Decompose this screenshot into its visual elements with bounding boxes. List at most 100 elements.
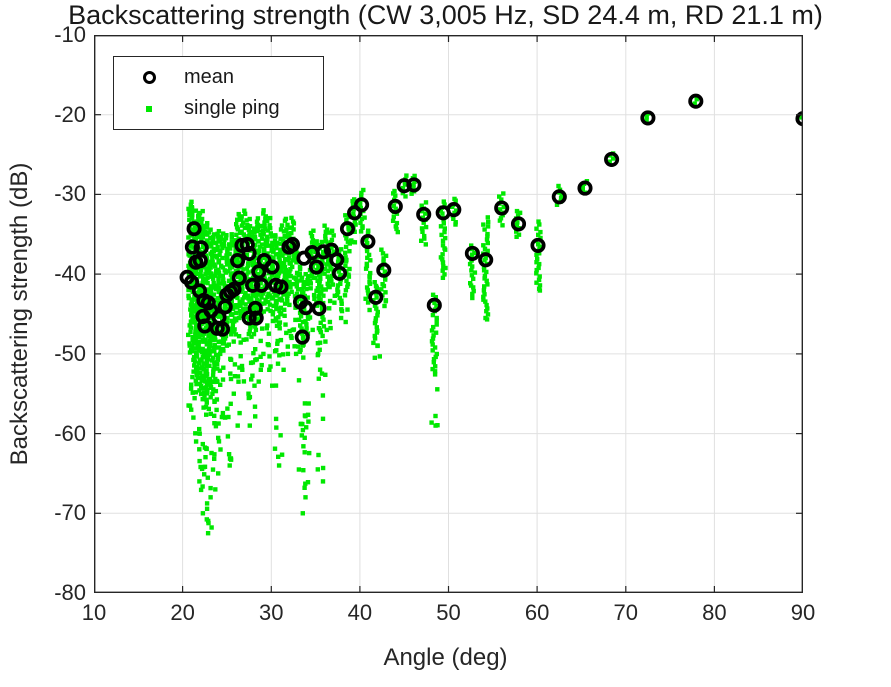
single-ping-dot (199, 466, 205, 472)
single-ping-dot (453, 198, 458, 203)
single-ping-dot (200, 333, 205, 338)
single-ping-dot (274, 306, 280, 311)
single-ping-dot (208, 495, 213, 500)
single-ping-dot (372, 336, 378, 341)
single-ping-dot (419, 209, 425, 214)
single-ping-dot (214, 397, 220, 402)
single-ping-dot (201, 316, 206, 321)
single-ping-dot (278, 227, 284, 232)
single-ping-dot (208, 334, 214, 340)
single-ping-dot (373, 316, 379, 321)
single-ping-dot (261, 228, 266, 233)
single-ping-dot (186, 235, 191, 240)
single-ping-dot (423, 224, 429, 230)
single-ping-dot (481, 268, 487, 273)
x-tick-label: 40 (347, 600, 373, 625)
single-ping-dot (215, 244, 220, 249)
single-ping-dot (364, 263, 370, 269)
single-ping-dot (252, 383, 257, 388)
single-ping-dot (277, 258, 282, 263)
single-ping-dot (364, 237, 369, 242)
single-ping-dot (358, 229, 364, 234)
single-ping-dot (188, 307, 193, 312)
mean-point (245, 277, 261, 293)
single-ping-dot (197, 381, 203, 387)
mean-point (298, 300, 314, 316)
single-ping-dot (443, 247, 448, 252)
single-ping-dot (193, 329, 198, 334)
single-ping-dot (186, 293, 191, 298)
y-tick-label: -60 (54, 420, 86, 446)
single-ping-dot (201, 265, 206, 270)
single-ping-dot (259, 223, 264, 229)
single-ping-dot (230, 321, 236, 326)
single-ping-dot (225, 248, 230, 254)
single-ping-dot (352, 229, 357, 234)
single-ping-dot (308, 281, 313, 286)
single-ping-dot (435, 387, 440, 392)
single-ping-dot (302, 401, 308, 406)
single-ping-dot (335, 283, 341, 288)
single-ping-dot (235, 374, 241, 379)
single-ping-dot (297, 266, 303, 271)
single-ping-dot (189, 199, 194, 204)
single-ping-dot (198, 313, 204, 318)
single-ping-dot (470, 264, 475, 269)
single-ping-dot (433, 364, 438, 369)
single-ping-dot (192, 294, 197, 299)
single-ping-dot (442, 272, 447, 277)
single-ping-dot (202, 472, 207, 477)
single-ping-dot (331, 233, 336, 238)
single-ping-dot (204, 326, 209, 331)
mean-point (510, 216, 527, 232)
single-ping-dot (323, 287, 328, 292)
single-ping-dot (209, 252, 215, 257)
single-ping-dot (357, 200, 363, 205)
single-ping-dot (256, 271, 261, 277)
single-ping-dot (338, 281, 343, 286)
single-ping-dot (482, 227, 487, 232)
single-ping-dot (353, 222, 358, 227)
single-ping-dot (644, 118, 649, 123)
single-ping-dot (253, 293, 259, 299)
single-ping-dot (371, 298, 376, 303)
single-ping-dot (208, 271, 214, 276)
single-ping-dot (199, 216, 205, 222)
single-ping-dot (300, 511, 305, 516)
single-ping-dot (483, 299, 488, 304)
single-ping-dot (469, 243, 474, 248)
single-ping-dot (200, 441, 205, 447)
single-ping-dot (301, 468, 306, 473)
single-ping-dot (229, 264, 235, 270)
single-ping-dot (211, 387, 216, 392)
single-ping-dot (234, 257, 240, 262)
single-ping-dot (300, 427, 306, 433)
single-ping-dot (197, 431, 202, 436)
single-ping-dot (381, 283, 387, 289)
single-ping-dot (440, 275, 446, 280)
mean-point (329, 252, 345, 268)
single-ping-dot (194, 307, 200, 313)
single-ping-dot (265, 251, 270, 256)
single-ping-dot (258, 354, 263, 359)
single-ping-dot (200, 484, 205, 489)
single-ping-dot (263, 297, 268, 302)
single-ping-dot (227, 463, 232, 468)
single-ping-dot (265, 323, 270, 328)
single-ping-dot (231, 304, 236, 309)
single-ping-dot (296, 344, 301, 349)
single-ping-dot (253, 237, 258, 242)
mean-point (264, 259, 280, 275)
single-ping-dot (472, 270, 478, 275)
single-ping-dot (231, 391, 236, 396)
single-ping-dot (607, 159, 612, 164)
single-ping-dot (294, 270, 300, 276)
single-ping-dot (212, 452, 217, 457)
single-ping-dot (434, 322, 439, 327)
single-ping-dot (537, 244, 542, 249)
single-ping-dot (430, 366, 435, 372)
single-ping-dot (301, 334, 306, 340)
single-ping-dot (534, 260, 539, 265)
single-ping-dot (299, 275, 305, 280)
single-ping-dot (193, 431, 198, 436)
